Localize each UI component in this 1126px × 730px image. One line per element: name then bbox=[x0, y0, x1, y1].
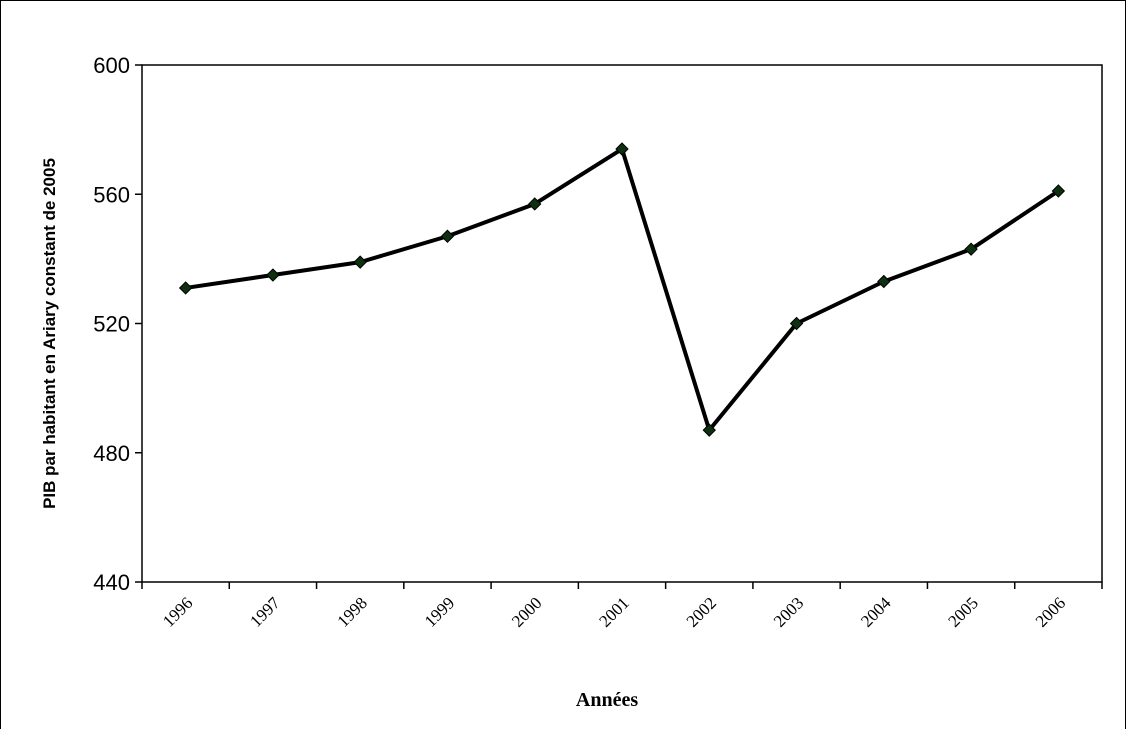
x-tick-label: 2003 bbox=[770, 593, 807, 630]
y-axis-ticks: 440 480 520 560 600 bbox=[93, 53, 142, 595]
x-tick-label: 1996 bbox=[159, 593, 196, 630]
data-point-marker bbox=[702, 423, 716, 437]
data-point-marker bbox=[1051, 184, 1066, 198]
data-markers bbox=[178, 142, 1066, 437]
x-tick-label: 2002 bbox=[683, 593, 720, 630]
y-tick-label: 480 bbox=[93, 441, 130, 466]
y-tick-label: 520 bbox=[93, 312, 130, 337]
x-tick-label: 2001 bbox=[595, 593, 632, 630]
data-point-marker bbox=[789, 316, 804, 331]
y-tick-label: 560 bbox=[93, 182, 130, 207]
x-tick-label: 2000 bbox=[508, 593, 545, 630]
x-tick-label: 1999 bbox=[421, 593, 458, 630]
data-point-marker bbox=[266, 268, 280, 282]
x-tick-label: 2006 bbox=[1032, 593, 1069, 630]
data-point-marker bbox=[178, 281, 193, 295]
y-tick-label: 440 bbox=[93, 570, 130, 595]
data-point-marker bbox=[877, 274, 891, 289]
x-tick-label: 1997 bbox=[246, 593, 284, 631]
x-tick-label: 1998 bbox=[334, 593, 371, 630]
y-axis-title: PIB par habitant en Ariary constant de 2… bbox=[40, 158, 59, 509]
data-point-marker bbox=[440, 229, 455, 243]
series-line bbox=[185, 147, 1060, 433]
x-tick-label: 2004 bbox=[857, 593, 895, 631]
data-point-marker bbox=[964, 242, 978, 256]
data-point-marker bbox=[353, 255, 367, 269]
x-axis-title: Années bbox=[576, 689, 638, 711]
x-axis-ticks: 1996 1997 1998 1999 2000 2001 2002 2003 2004 2005… bbox=[141, 582, 1103, 631]
y-tick-label: 600 bbox=[93, 53, 130, 78]
data-point-marker bbox=[528, 197, 542, 211]
data-point-marker bbox=[615, 142, 629, 156]
x-tick-label: 2005 bbox=[944, 593, 981, 630]
